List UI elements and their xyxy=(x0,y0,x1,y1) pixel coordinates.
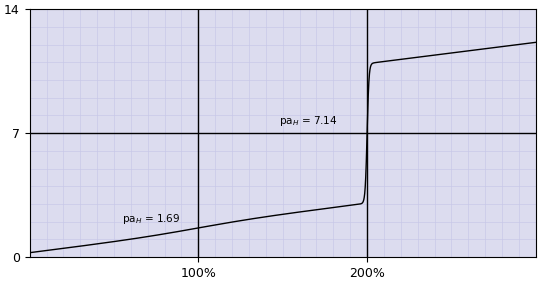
Text: pa$_H$ = 1.69: pa$_H$ = 1.69 xyxy=(123,212,181,226)
Text: pa$_H$ = 7.14: pa$_H$ = 7.14 xyxy=(279,114,338,128)
